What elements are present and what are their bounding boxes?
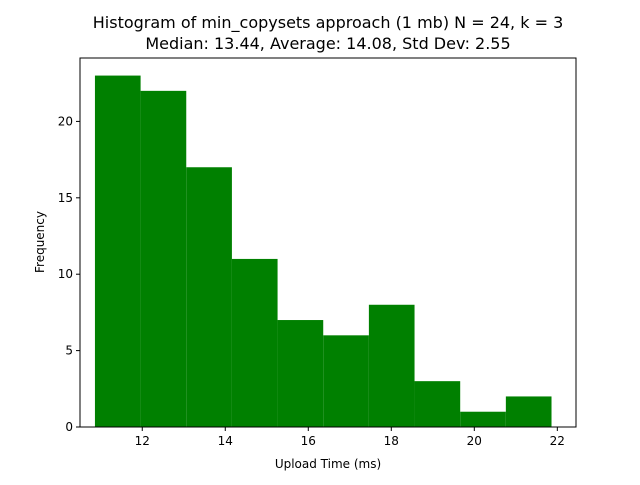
histogram-bars <box>94 75 552 428</box>
histogram-bar-9 <box>460 411 506 427</box>
y-tick-label: 20 <box>58 114 73 128</box>
histogram-bar-4 <box>231 258 278 427</box>
histogram-bar-5 <box>277 320 324 427</box>
histogram-bar-8 <box>414 381 461 427</box>
histogram-bar-7 <box>368 304 415 427</box>
x-tick-label: 18 <box>384 434 399 448</box>
x-axis-ticks: 12 14 16 18 20 22 <box>135 427 565 448</box>
plot-frame <box>79 57 577 428</box>
y-tick-label: 15 <box>58 191 73 205</box>
x-tick-label: 16 <box>301 434 316 448</box>
y-tick-label: 10 <box>58 267 73 281</box>
chart-subtitle: Median: 13.44, Average: 14.08, Std Dev: … <box>145 34 510 53</box>
y-axis-ticks: 0 5 10 15 20 <box>58 114 80 434</box>
histogram-bar-1 <box>94 75 141 428</box>
x-tick-label: 12 <box>135 434 150 448</box>
y-tick-label: 0 <box>65 420 73 434</box>
y-tick-label: 5 <box>65 344 73 358</box>
x-tick-label: 20 <box>467 434 482 448</box>
x-tick-label: 22 <box>550 434 565 448</box>
histogram-bar-10 <box>505 396 552 427</box>
x-axis-label: Upload Time (ms) <box>275 457 381 471</box>
histogram-bar-6 <box>323 335 369 427</box>
chart-title: Histogram of min_copysets approach (1 mb… <box>93 13 564 33</box>
y-axis-label: Frequency <box>33 211 47 273</box>
x-tick-label: 14 <box>218 434 233 448</box>
histogram-bar-3 <box>186 167 232 427</box>
histogram-bar-2 <box>140 90 187 428</box>
